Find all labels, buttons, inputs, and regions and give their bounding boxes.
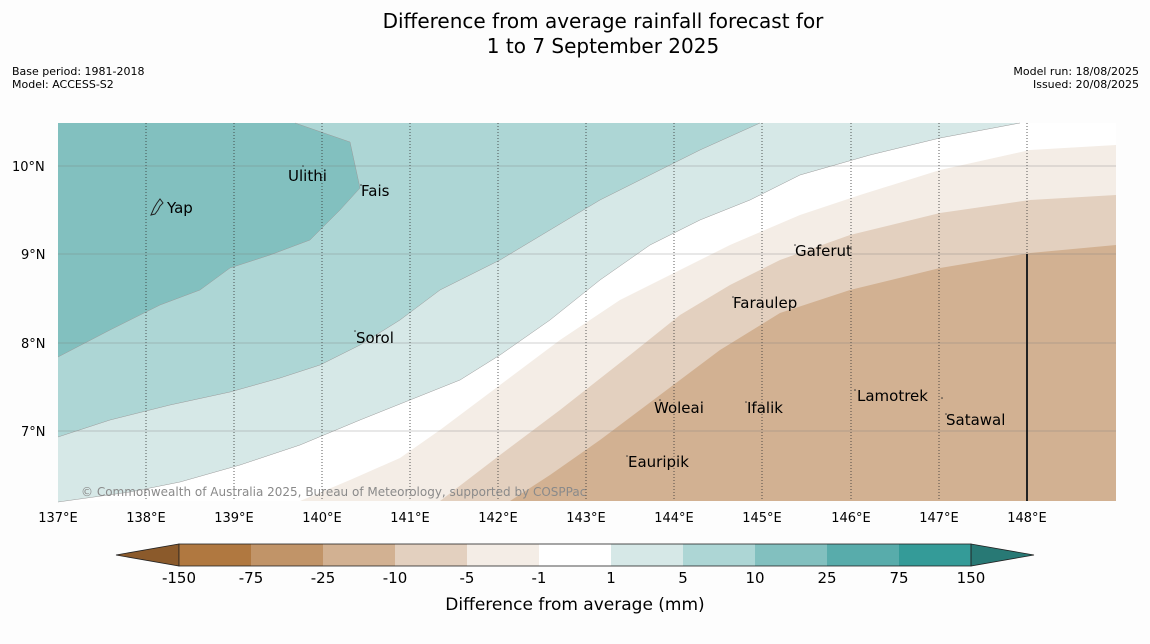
- place-label-satawal: Satawal: [946, 411, 1005, 429]
- lon-label-145e: 145°E: [742, 511, 782, 526]
- colorbar-tick-label: -150: [162, 569, 196, 587]
- colorbar-tick-label: -75: [239, 569, 264, 587]
- page-title: Difference from average rainfall forecas…: [0, 9, 1150, 59]
- lon-label-137e: 137°E: [38, 511, 78, 526]
- lat-label-7n: 7°N: [21, 425, 46, 440]
- colorbar-segment-3: [323, 544, 395, 566]
- place-label-faraulep: Faraulep: [733, 294, 797, 312]
- colorbar: [115, 543, 1035, 567]
- band-10-to-25: [58, 123, 360, 357]
- colorbar-tick-label: -25: [311, 569, 336, 587]
- colorbar-tick-label: 1: [606, 569, 616, 587]
- place-label-lamotrek: Lamotrek: [857, 387, 928, 405]
- colorbar-outline: [178, 543, 972, 567]
- colorbar-segment-5: [467, 544, 539, 566]
- lat-label-8n: 8°N: [21, 337, 46, 352]
- title-line-1: Difference from average rainfall forecas…: [382, 9, 824, 33]
- model-text: Model: ACCESS-S2: [12, 78, 114, 91]
- colorbar-title: Difference from average (mm): [445, 595, 704, 615]
- lat-label-10n: 10°N: [12, 160, 45, 175]
- model-info: Base period: 1981-2018 Model: ACCESS-S2: [12, 65, 144, 91]
- lon-label-146e: 146°E: [831, 511, 871, 526]
- lon-label-140e: 140°E: [302, 511, 342, 526]
- place-label-sorol: Sorol: [356, 329, 394, 347]
- colorbar-tick-label: -10: [383, 569, 408, 587]
- lon-label-139e: 139°E: [214, 511, 254, 526]
- colorbar-segment-1: [179, 544, 251, 566]
- lon-label-148e: 148°E: [1007, 511, 1047, 526]
- colorbar-extend-low: [115, 543, 180, 567]
- colorbar-extend-high: [970, 543, 1035, 567]
- island-markers: [302, 165, 947, 457]
- colorbar-segment-7: [611, 544, 683, 566]
- place-label-gaferut: Gaferut: [795, 242, 852, 260]
- parallel-lines: [58, 165, 1116, 432]
- place-label-woleai: Woleai: [654, 399, 704, 417]
- issue-info: Model run: 18/08/2025 Issued: 20/08/2025: [1013, 65, 1139, 91]
- model-run-text: Model run: 18/08/2025: [1013, 65, 1139, 78]
- colorbar-tick-label: -1: [532, 569, 547, 587]
- colorbar-ticks: -150 -75 -25 -10 -5 -1 1 5 10 25 75 150: [162, 569, 985, 587]
- colorbar-segment-2: [251, 544, 323, 566]
- contour-lines: [57, 122, 1021, 503]
- colorbar-tick-label: 75: [889, 569, 908, 587]
- colorbar-tick-label: -5: [460, 569, 475, 587]
- lon-label-141e: 141°E: [390, 511, 430, 526]
- colorbar-segment-8: [683, 544, 755, 566]
- place-label-yap: Yap: [166, 199, 193, 217]
- lon-label-147e: 147°E: [919, 511, 959, 526]
- colorbar-tick-label: 10: [745, 569, 764, 587]
- lon-label-144e: 144°E: [654, 511, 694, 526]
- yap-island-shape: [150, 198, 164, 216]
- lon-label-142e: 142°E: [478, 511, 518, 526]
- colorbar-segment-4: [395, 544, 467, 566]
- colorbar-segment-11: [899, 544, 971, 566]
- colorbar-tick-label: 25: [817, 569, 836, 587]
- colorbar-tick-label: 150: [957, 569, 986, 587]
- colorbar-segment-10: [827, 544, 899, 566]
- lon-label-138e: 138°E: [126, 511, 166, 526]
- place-label-eauripik: Eauripik: [628, 453, 689, 471]
- title-line-2: 1 to 7 September 2025: [486, 34, 720, 58]
- colorbar-segment-9: [755, 544, 827, 566]
- place-label-fais: Fais: [361, 182, 390, 200]
- lon-label-143e: 143°E: [566, 511, 606, 526]
- base-period-text: Base period: 1981-2018: [12, 65, 145, 78]
- colorbar-segment-6: [539, 544, 611, 566]
- place-label-ifalik: Ifalik: [747, 399, 783, 417]
- copyright-notice: © Commonwealth of Australia 2025, Bureau…: [81, 485, 587, 499]
- issued-text: Issued: 20/08/2025: [1032, 78, 1139, 91]
- colorbar-tick-label: 5: [678, 569, 688, 587]
- lat-label-9n: 9°N: [21, 248, 46, 263]
- place-label-ulithi: Ulithi: [288, 167, 327, 185]
